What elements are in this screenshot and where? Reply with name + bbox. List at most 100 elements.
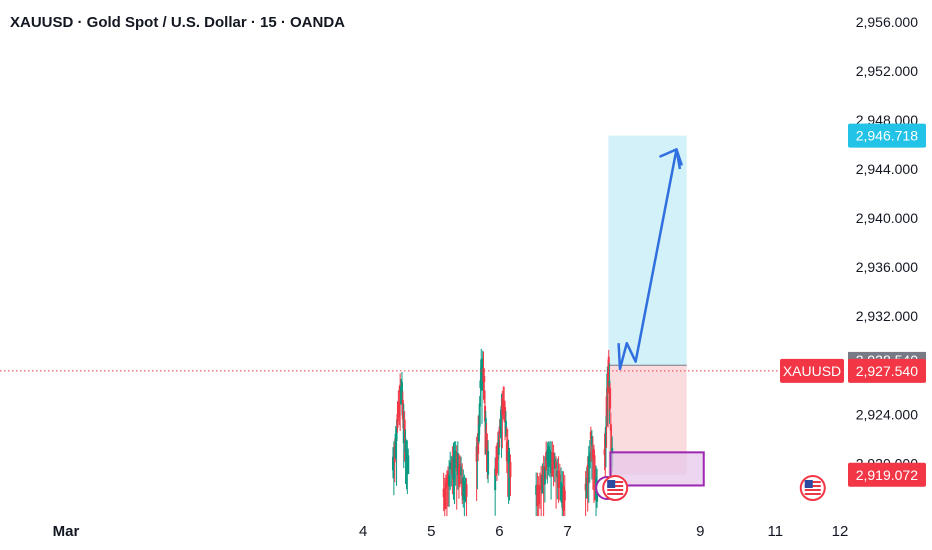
candle-body xyxy=(403,419,406,431)
candle-body xyxy=(485,433,488,448)
candle-body xyxy=(587,455,590,465)
y-tick-label: 2,944.000 xyxy=(856,161,918,177)
candle-body xyxy=(591,449,594,459)
candle-body xyxy=(452,456,455,480)
candle-body xyxy=(454,451,457,469)
us-flag-icon xyxy=(799,475,826,501)
symbol-tag xyxy=(780,358,844,383)
y-tick-label: 2,940.000 xyxy=(856,210,918,226)
stop-price-tag xyxy=(848,462,926,487)
y-tick-label: 2,936.000 xyxy=(856,259,918,275)
candle-body xyxy=(498,426,501,435)
candle-body xyxy=(541,474,544,494)
candle-body xyxy=(542,466,545,486)
candle-body xyxy=(553,458,556,469)
candle-body xyxy=(540,474,543,485)
candle-body xyxy=(396,414,399,428)
candle-body xyxy=(588,452,591,469)
x-tick-label: 4 xyxy=(359,523,367,540)
candle-body xyxy=(402,420,405,444)
candle-body xyxy=(442,488,445,498)
candle-body xyxy=(453,450,456,466)
flag-stripe xyxy=(607,489,624,491)
candle-body xyxy=(462,477,465,500)
candle-body xyxy=(536,484,539,507)
candle-body xyxy=(407,455,410,475)
candle-body xyxy=(604,426,607,447)
candle-body xyxy=(558,474,561,482)
x-tick-label: 7 xyxy=(563,523,571,540)
candle-body xyxy=(546,450,549,462)
candle-body xyxy=(563,490,566,501)
candle-body xyxy=(486,440,489,458)
candle-body xyxy=(404,441,407,452)
position-profit-zone xyxy=(608,135,687,366)
y-tick-label: 2,952.000 xyxy=(856,63,918,79)
candle-body xyxy=(551,452,554,477)
us-flag-icon xyxy=(595,475,629,501)
candle-body xyxy=(478,403,481,427)
candle-body xyxy=(398,402,401,418)
x-tick-label: 11 xyxy=(767,523,783,540)
candle-body xyxy=(484,405,487,422)
candle-body xyxy=(560,481,563,501)
candle-body xyxy=(547,446,550,468)
candle-body xyxy=(504,407,507,412)
candles-layer xyxy=(391,348,614,517)
candle-body xyxy=(607,372,610,394)
candle-body xyxy=(585,477,588,499)
candle-body xyxy=(482,368,485,382)
candle-body xyxy=(557,470,560,489)
candle-body xyxy=(592,449,595,463)
candle-body xyxy=(401,399,404,420)
chart-title: XAUUSD · Gold Spot / U.S. Dollar · 15 · … xyxy=(10,14,346,31)
candle-body xyxy=(494,468,497,491)
candle-body xyxy=(480,375,483,391)
candle-body xyxy=(610,439,613,450)
candle-body xyxy=(548,449,551,466)
candle-body xyxy=(552,452,555,465)
candle-body xyxy=(545,452,548,471)
candle-body xyxy=(405,449,408,456)
candle-body xyxy=(475,446,478,462)
candle-body xyxy=(584,483,587,491)
target-price-label: 2,946.718 xyxy=(856,128,918,144)
candle-body xyxy=(461,479,464,496)
candle-body xyxy=(484,417,487,428)
candle-body xyxy=(550,451,553,474)
candle-body xyxy=(444,482,447,489)
flag-stripe xyxy=(607,493,624,495)
flag-stripe xyxy=(804,489,821,491)
current-price-label: 2,927.540 xyxy=(856,363,918,379)
symbol-tag-label: XAUUSD xyxy=(783,363,841,379)
candle-body xyxy=(464,486,467,501)
candle-body xyxy=(538,484,541,491)
x-tick-label: 6 xyxy=(495,523,503,540)
demand-zone-box xyxy=(609,451,705,487)
x-tick-label: Mar xyxy=(53,523,80,540)
x-tick-label: 9 xyxy=(696,523,704,540)
y-tick-label: 2,932.000 xyxy=(856,308,918,324)
candle-body xyxy=(506,440,509,452)
candle-body xyxy=(497,439,500,456)
candle-body xyxy=(537,486,540,505)
candle-body xyxy=(499,418,502,430)
candle-body xyxy=(479,380,482,389)
candle-body xyxy=(395,427,398,441)
candle-body xyxy=(561,484,564,508)
candle-body xyxy=(603,449,606,455)
x-axis[interactable]: Mar 4 5 6 7 9 11 12 xyxy=(53,523,849,540)
candle-body xyxy=(448,474,451,487)
candle-body xyxy=(449,462,452,470)
candle-body xyxy=(480,359,483,376)
candle-body xyxy=(477,433,480,454)
candle-body xyxy=(586,464,589,485)
candle-body xyxy=(607,356,610,372)
candle-body xyxy=(505,441,508,462)
candle-body xyxy=(445,477,448,486)
y-axis[interactable]: 2,956.0002,952.0002,948.0002,944.0002,94… xyxy=(780,14,926,487)
candle-body xyxy=(535,485,538,495)
candle-body xyxy=(605,396,608,417)
candle-body xyxy=(495,456,498,474)
